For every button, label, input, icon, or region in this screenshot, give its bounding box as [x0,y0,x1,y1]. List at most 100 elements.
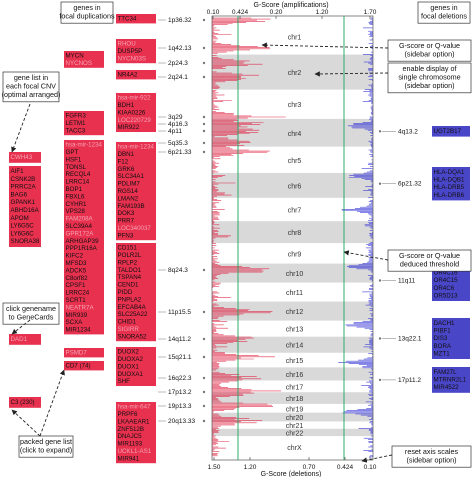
gene-name[interactable]: KIFC2 [66,253,84,260]
chrom-label-chrX[interactable]: chrX [287,445,302,452]
chrom-label-chr10[interactable]: chr10 [286,271,304,278]
amp-gene-list[interactable] [64,140,104,335]
gene-name[interactable]: GRK6 [118,166,135,173]
gene-name[interactable]: F12 [118,158,129,165]
gene-name[interactable]: MIR941 [118,455,140,462]
gene-name[interactable]: hsa-mir-1234 [118,144,155,151]
gene-name[interactable]: GPR172A [66,230,95,237]
gene-name[interactable]: DUOXA2 [118,356,144,363]
gene-name[interactable]: CD7 (74) [66,363,91,370]
chrom-label-chr11[interactable]: chr11 [286,290,303,297]
gene-name[interactable]: VPS28 [66,208,86,215]
chrom-label-chr17[interactable]: chr17 [286,384,304,391]
chrom-label-chr2[interactable]: chr2 [288,70,302,77]
gene-name[interactable]: DIS3 [434,335,448,342]
amp-gene-list[interactable] [116,243,156,342]
gene-name[interactable]: DUSP5P [118,48,143,55]
chrom-label-chr14[interactable]: chr14 [286,343,304,350]
gene-name[interactable]: TACC3 [66,127,86,134]
gene-name[interactable]: LETM1 [66,120,87,127]
gene-name[interactable]: LOC220729 [118,117,152,124]
del-gene-list[interactable] [432,167,470,201]
gene-name[interactable]: OR4C15 [434,277,459,284]
gene-name[interactable]: OR5D13 [434,292,459,299]
chrom-label-chr13[interactable]: chr13 [286,327,304,334]
gene-name[interactable]: C3 (230) [11,399,35,406]
gene-name[interactable]: hsa-mir-647 [118,404,152,411]
gene-name[interactable]: DOK3 [118,210,135,217]
gene-name[interactable]: PRPF6 [118,411,139,418]
gene-name[interactable]: TALDO1 [118,267,142,274]
gene-name[interactable]: SIGIRR [118,326,140,333]
gene-name[interactable]: POLR2L [118,252,142,259]
gene-name[interactable]: SHF [118,378,131,385]
chrom-label-chr1[interactable]: chr1 [288,34,302,41]
gene-name[interactable]: CEND1 [118,282,140,289]
gene-name[interactable]: SLC34A1 [118,173,145,180]
gene-name[interactable]: DNAJC5 [118,433,143,440]
del-gene-list[interactable] [432,126,470,137]
gene-name[interactable]: UCKL1-AS1 [118,448,152,455]
gene-name[interactable]: GPANK1 [11,199,36,206]
gene-name[interactable]: PRR7 [118,218,135,225]
gene-name[interactable]: LKAAEAR1 [118,418,151,425]
gene-name[interactable]: MFSD3 [66,260,88,267]
gene-name[interactable]: AIF1 [11,168,25,175]
gene-name[interactable]: MIR1193 [118,441,143,448]
gene-name[interactable]: CSNK2B [11,176,36,183]
gene-name[interactable]: CPSF1 [66,282,87,289]
gene-name[interactable]: BDH1 [118,102,135,109]
chrom-label-chr22[interactable]: chr22 [286,430,304,437]
gene-name[interactable]: DAD1 [11,336,28,343]
chrom-label-chr9[interactable]: chr9 [288,251,302,258]
gene-name[interactable]: RHOU [118,41,136,48]
gene-name[interactable]: MIR922 [118,124,140,131]
gene-name[interactable]: MTRNR2L1 [434,377,467,384]
gene-name[interactable]: LOC340037 [118,225,152,232]
chrom-label-chr20[interactable]: chr20 [286,415,304,422]
gene-name[interactable]: hsa-mir-922 [118,95,152,102]
gene-name[interactable]: SNORA52 [118,333,147,340]
gene-name[interactable]: RGS14 [118,188,139,195]
packed-gene-box[interactable] [9,334,41,345]
gene-name[interactable]: BORA [434,343,452,350]
chrom-label-chr4[interactable]: chr4 [288,131,302,138]
gene-name[interactable]: MIR1234 [66,327,92,334]
gene-name[interactable]: CWH43 [11,154,33,161]
chrom-label-chr16[interactable]: chr16 [286,372,304,379]
del-gene-list[interactable] [432,367,470,393]
gene-name[interactable]: ABHD16A [11,207,40,214]
gene-name[interactable]: PSMD7 [66,350,88,357]
gene-name[interactable]: NYCNOS [66,60,92,67]
gene-name[interactable]: DUOXA1 [118,371,144,378]
gene-name[interactable]: UGT2B17 [434,128,462,135]
packed-gene-box[interactable] [9,152,41,163]
gene-name[interactable]: HSF1 [66,156,82,163]
chrom-label-chr18[interactable]: chr18 [286,396,304,403]
amp-gene-list[interactable] [116,14,156,24]
gene-name[interactable]: CHID1 [118,319,137,326]
gene-name[interactable]: LY6G6C [11,230,35,237]
chrom-label-chr6[interactable]: chr6 [288,183,302,190]
gene-name[interactable]: ARHGAP39 [66,238,100,245]
chrom-label-chr15[interactable]: chr15 [286,358,304,365]
gene-name[interactable]: APOM [11,215,29,222]
packed-gene-box[interactable] [9,166,41,247]
gene-name[interactable]: ZNF512B [118,426,144,433]
gene-name[interactable]: PNPLA2 [118,296,142,303]
gene-name[interactable]: NEATR7A [66,304,95,311]
chrom-label-chr19[interactable]: chr19 [286,406,304,413]
gene-name[interactable]: HLA-DQA1 [434,169,466,176]
gene-name[interactable]: LY6G5C [11,223,35,230]
chrom-label-chr7[interactable]: chr7 [288,207,302,214]
gene-name[interactable]: RECQL4 [66,171,91,178]
gene-name[interactable]: PIDD [118,289,133,296]
chrom-label-chr5[interactable]: chr5 [288,158,302,165]
gene-name[interactable]: C8orf82 [66,275,89,282]
gene-name[interactable]: FGFR3 [66,113,87,120]
gene-name[interactable]: PPP1R16A [66,245,98,252]
amp-gene-list[interactable] [116,142,156,241]
gene-name[interactable]: DBN1 [118,151,135,158]
gene-name[interactable]: NYCN03S [118,55,147,62]
gene-name[interactable]: FAM208A [66,216,94,223]
